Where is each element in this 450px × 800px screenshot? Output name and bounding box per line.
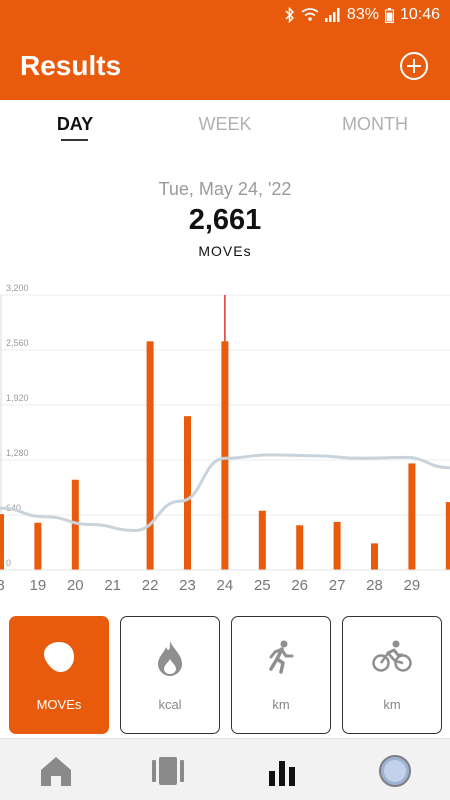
bar-24 bbox=[221, 341, 229, 570]
metric-label-kcal: kcal bbox=[158, 697, 182, 712]
moves-chart[interactable]: 3,200 2,560 1,920 1,280 640 08 19 20 21 22 23 24 25 2… bbox=[0, 280, 450, 600]
bar-19 bbox=[34, 522, 42, 570]
bar-20 bbox=[71, 479, 79, 570]
bar-23 bbox=[184, 416, 191, 570]
flame-icon bbox=[158, 641, 182, 676]
bar-26 bbox=[296, 525, 304, 570]
moves-icon bbox=[44, 642, 74, 672]
cycling-icon bbox=[372, 640, 412, 672]
y-tick-label: 1,280 bbox=[6, 448, 29, 458]
home-icon bbox=[41, 757, 71, 786]
nav-home[interactable] bbox=[38, 753, 74, 789]
summary-date: Tue, May 24, '22 bbox=[158, 179, 292, 199]
add-button[interactable] bbox=[400, 52, 428, 80]
x-tick-label: 25 bbox=[254, 577, 271, 594]
metric-card-kcal[interactable]: kcal bbox=[120, 616, 220, 734]
nav-timeline[interactable] bbox=[150, 753, 186, 789]
tab-week[interactable]: WEEK bbox=[198, 114, 252, 134]
trend-line bbox=[0, 453, 450, 532]
page-title: Results bbox=[20, 50, 122, 81]
results-icon bbox=[269, 761, 295, 786]
signal-icon bbox=[324, 8, 340, 22]
y-tick-label: 0 bbox=[6, 558, 11, 568]
metric-label-cycling: km bbox=[383, 697, 401, 712]
nav-profile[interactable] bbox=[377, 753, 413, 789]
status-bar: 83% 10:46 bbox=[0, 0, 450, 32]
x-tick-label: 21 bbox=[104, 577, 121, 594]
bar-30 bbox=[445, 502, 450, 570]
x-tick-label: 22 bbox=[142, 577, 159, 594]
y-tick-label: 3,200 bbox=[6, 283, 29, 293]
bar-25 bbox=[258, 510, 266, 570]
bar-29 bbox=[408, 463, 416, 570]
bar-22 bbox=[146, 341, 154, 570]
timeline-icon bbox=[152, 757, 184, 785]
y-tick-label: 640 bbox=[6, 503, 21, 513]
metric-card-running[interactable]: km bbox=[231, 616, 331, 734]
metric-label-moves: MOVEs bbox=[36, 697, 82, 712]
bluetooth-icon bbox=[285, 7, 294, 23]
running-icon bbox=[269, 640, 294, 674]
summary-value: 2,661 bbox=[188, 204, 262, 236]
x-tick-label: 19 bbox=[30, 577, 47, 594]
x-tick-label: 29 bbox=[404, 577, 421, 594]
x-tick-label: 28 bbox=[366, 577, 383, 594]
y-tick-label: 1,920 bbox=[6, 393, 29, 403]
x-tick-label: 23 bbox=[179, 577, 196, 594]
bar-18 bbox=[0, 514, 4, 570]
y-tick-label: 2,560 bbox=[6, 338, 29, 348]
profile-icon bbox=[379, 755, 411, 787]
app-bar: Results bbox=[0, 32, 450, 100]
x-tick-label: 24 bbox=[217, 577, 234, 594]
tab-day[interactable]: DAY bbox=[56, 114, 94, 134]
active-tab-indicator bbox=[61, 139, 88, 141]
x-tick-label: 27 bbox=[329, 577, 346, 594]
bar-28 bbox=[371, 543, 378, 570]
bottom-nav bbox=[0, 738, 450, 800]
battery-percent: 83% bbox=[346, 6, 379, 23]
bar-27 bbox=[333, 521, 341, 570]
period-tabs: DAY WEEK MONTH bbox=[0, 100, 450, 148]
metric-label-running: km bbox=[272, 697, 290, 712]
metric-card-moves[interactable]: MOVEs bbox=[9, 616, 109, 734]
tab-month[interactable]: MONTH bbox=[342, 114, 408, 134]
x-tick-label: 20 bbox=[67, 577, 84, 594]
clock: 10:46 bbox=[399, 6, 440, 23]
x-tick-label: 8 bbox=[0, 577, 5, 594]
wifi-icon bbox=[301, 8, 319, 21]
nav-results[interactable] bbox=[264, 753, 300, 789]
x-tick-label: 26 bbox=[291, 577, 308, 594]
summary-unit: MOVEs bbox=[198, 243, 252, 259]
metric-card-cycling[interactable]: km bbox=[342, 616, 442, 734]
battery-icon bbox=[384, 7, 394, 23]
